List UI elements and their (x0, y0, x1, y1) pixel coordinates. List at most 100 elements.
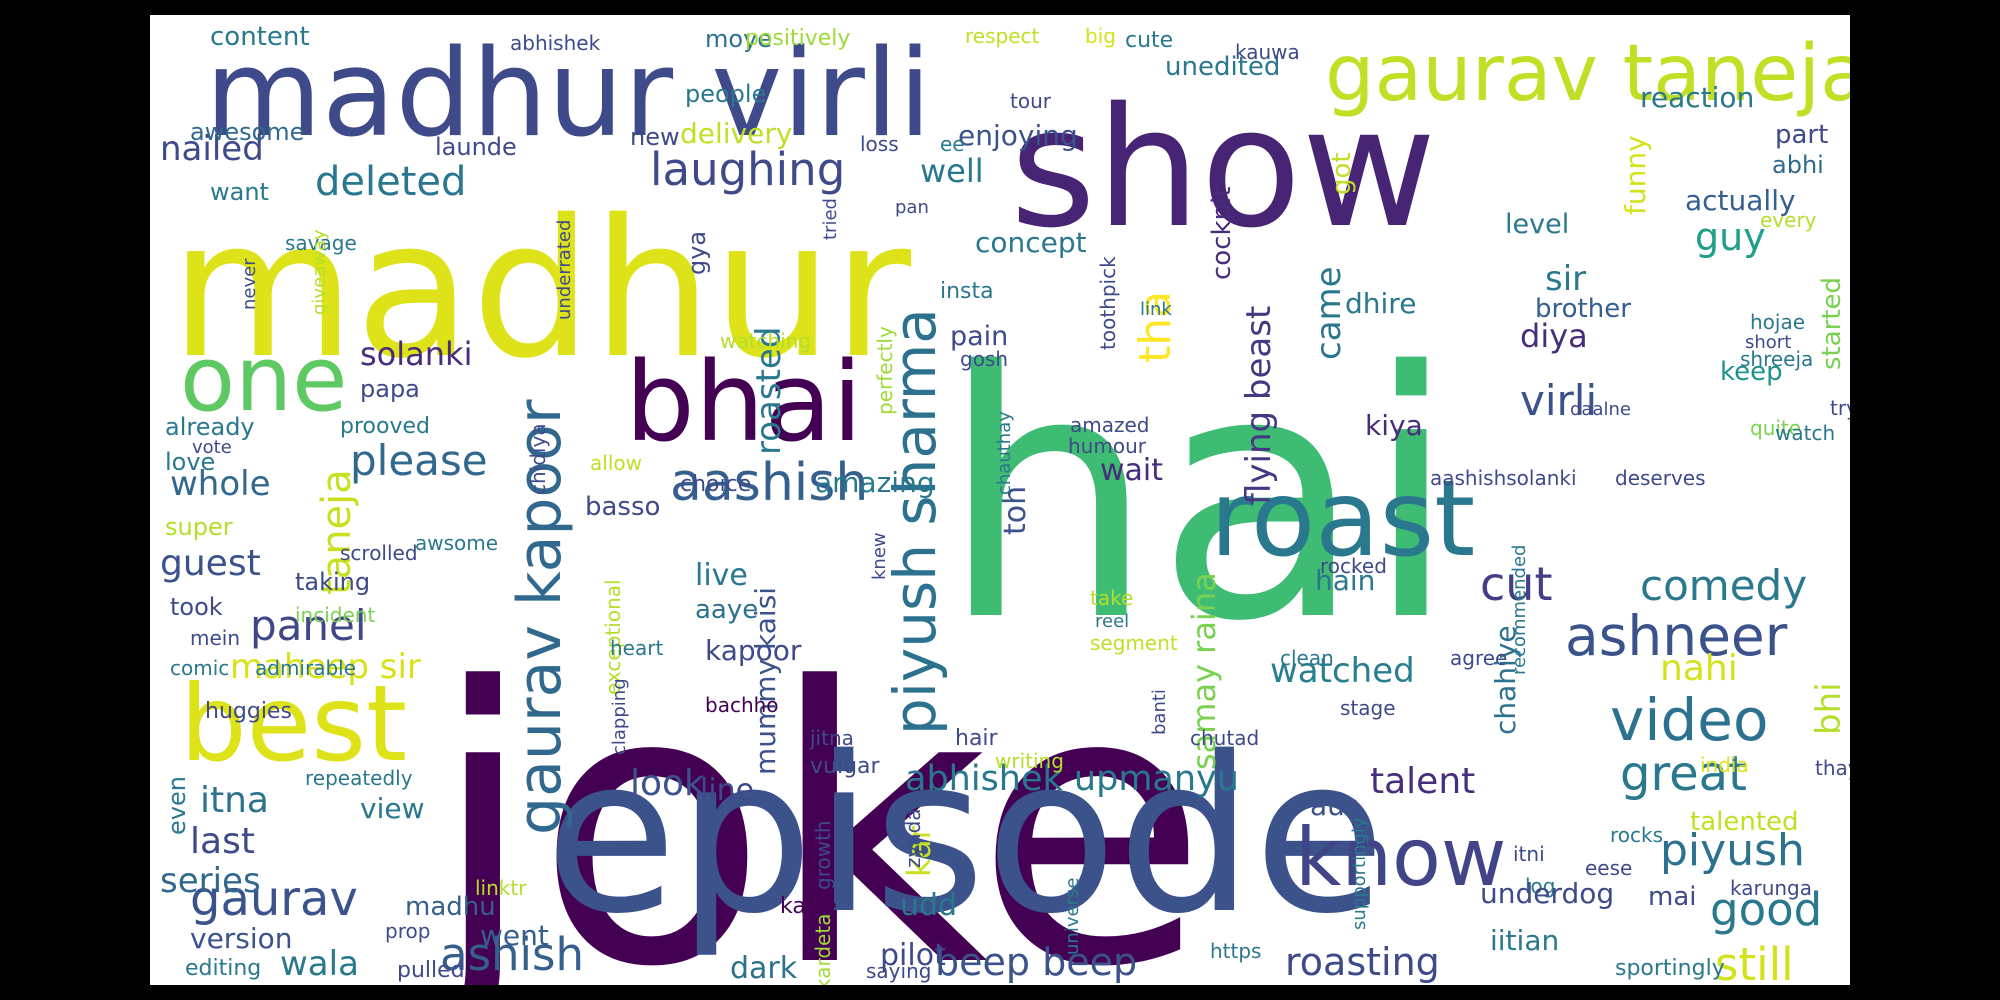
word-laughing: laughing (650, 143, 845, 196)
word-ashneer: ashneer (1565, 604, 1788, 668)
word-exceptional: exceptional (601, 579, 625, 695)
word-pilot: pilot (880, 938, 946, 973)
word-cloud: hai joke episode madhur show madhur virli gaur… (150, 15, 1850, 985)
word-well: well (920, 152, 984, 190)
word-papa: papa (360, 375, 420, 403)
word-went: went (480, 919, 549, 952)
word-huggies: huggies (205, 699, 292, 724)
word-keep: keep (1720, 357, 1783, 387)
word-deleted: deleted (315, 159, 466, 205)
word-comic: comic (170, 656, 229, 680)
word-pulled: pulled (397, 958, 465, 983)
word-chahiye: chahiye (1489, 625, 1522, 735)
word-guy: guy (1695, 215, 1766, 259)
word-talented: talented (1690, 807, 1799, 837)
word-hai: hai (940, 300, 1458, 696)
word-karunga: karunga (1730, 876, 1812, 900)
word-joke: joke (418, 607, 1208, 985)
word-awsome: awsome (415, 531, 498, 555)
word-choice: choice (680, 472, 751, 497)
word-already: already (165, 413, 255, 441)
word-chutad: chutad (1190, 726, 1259, 750)
word-virli: virli (1520, 376, 1597, 425)
word-watched: watched (1270, 651, 1415, 691)
word-gaurav-taneja: gaurav taneja (1325, 29, 1850, 119)
word-prooved: prooved (340, 414, 430, 439)
word-level: level (1505, 209, 1569, 240)
word-giveaway: giveaway (309, 229, 330, 315)
word-underrated: underrated (554, 220, 575, 320)
word-agree: agree (1450, 646, 1507, 670)
word-pan: pan (895, 197, 929, 218)
word-chauthay: chauthay (994, 411, 1015, 495)
word-aashish: aashish (670, 453, 868, 513)
word-line: line (700, 773, 754, 808)
word-heart: heart (610, 636, 663, 660)
word-iitian: iitian (1490, 924, 1559, 957)
word-enjoying: enjoying (958, 119, 1078, 152)
word-eese: eese (1585, 856, 1632, 880)
word-every: every (1760, 208, 1817, 232)
word-editing: editing (185, 956, 261, 981)
word-hain: hain (1315, 564, 1375, 597)
word-show: show (1010, 72, 1436, 264)
word-rocks: rocks (1610, 823, 1663, 847)
word-maheep-sir: maheep sir (230, 647, 421, 687)
word-humour: humour (1068, 434, 1147, 458)
word-universe: universe (1062, 878, 1083, 955)
word-sir: sir (1545, 259, 1586, 299)
word-unedited: unedited (1165, 52, 1280, 82)
word-know: know (1295, 811, 1506, 904)
word-allow: allow (590, 451, 642, 475)
word-solanki: solanki (360, 335, 472, 373)
word-kaise: kaise (780, 894, 837, 919)
word-try: try (1830, 396, 1850, 420)
word-started: started (1817, 277, 1847, 370)
word-recommended: recommended (1509, 545, 1530, 675)
word-gya: gya (683, 231, 711, 275)
word-amazed: amazed (1070, 413, 1150, 437)
word-launde: launde (435, 133, 517, 161)
word-writing: writing (995, 749, 1064, 773)
word-content: content (210, 22, 310, 52)
word-watching: watching (720, 329, 811, 353)
word-ee: ee (940, 132, 965, 156)
word-gaurav: gaurav (190, 871, 358, 927)
word-savage: savage (285, 231, 357, 255)
word-best: best (180, 663, 407, 785)
word-whole: whole (170, 464, 271, 504)
word-saying: saying (866, 959, 931, 983)
word-abhishek: abhishek (510, 31, 601, 55)
word-admirable: admirable (255, 656, 356, 680)
word-amazing: amazing (815, 466, 935, 499)
word-want: want (210, 178, 269, 206)
word-mummy-kaisi: mummy kaisi (749, 587, 782, 775)
word-abhi: abhi (1772, 151, 1824, 179)
word-madhur-virli: madhur virli (205, 25, 932, 164)
word-pain: pain (950, 321, 1008, 352)
word-hair: hair (955, 726, 999, 751)
word-kauwa: kauwa (1235, 40, 1300, 64)
word-take: take (1090, 586, 1133, 610)
word-taking: taking (295, 568, 370, 596)
word-mai: mai (1648, 882, 1696, 912)
word-people: people (685, 80, 766, 108)
word-video: video (1610, 686, 1768, 754)
word-clapping: clapping (609, 678, 630, 755)
word-madhur: madhur (170, 179, 912, 400)
word-moye: moye (705, 25, 772, 53)
word-perfectly: perfectly (873, 326, 897, 415)
word-udd: udd (900, 888, 957, 923)
word-even: even (163, 776, 191, 835)
word-got: got (1327, 152, 1357, 195)
word-positively: positively (745, 26, 850, 51)
word-respect: respect (965, 24, 1040, 48)
word-kardeta: kardeta (811, 914, 835, 985)
word-still: still (1715, 938, 1794, 985)
word-shreeja: shreeja (1740, 347, 1813, 371)
word-diya: diya (1520, 317, 1588, 355)
word-hojae: hojae (1750, 310, 1805, 334)
word-prop: prop (385, 919, 430, 943)
